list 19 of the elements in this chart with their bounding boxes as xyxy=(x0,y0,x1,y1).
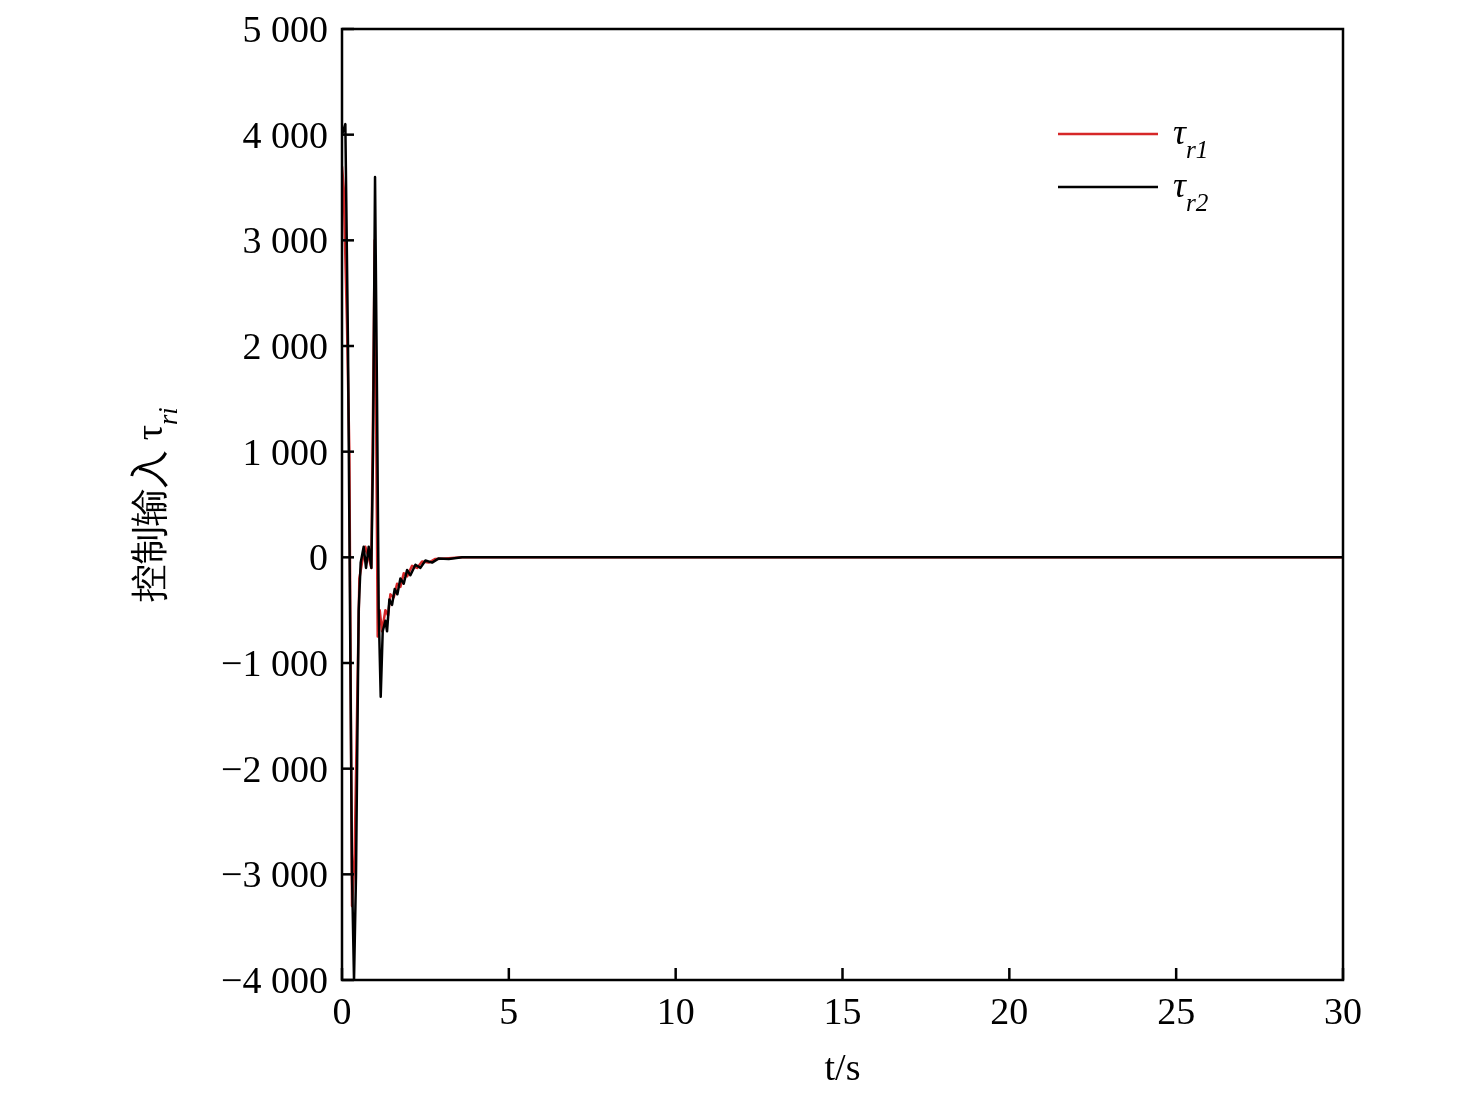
legend-label: τ$_{r2}$ xyxy=(1173,165,1209,216)
x-tick-label: 20 xyxy=(990,990,1029,1032)
legend-label: τ$_{r1}$ xyxy=(1173,112,1209,163)
x-tick-label: 5 xyxy=(499,990,519,1032)
y-tick-label: −1 000 xyxy=(221,642,328,684)
y-tick-label: 3 000 xyxy=(242,219,328,262)
y-tick-label: 2 000 xyxy=(242,325,328,367)
y-tick-label: 0 xyxy=(309,536,328,579)
x-tick-label: 30 xyxy=(1324,990,1362,1032)
y-tick-label: −3 000 xyxy=(221,853,328,896)
y-tick-label: −2 000 xyxy=(221,747,328,790)
y-tick-label: 1 000 xyxy=(242,430,328,473)
y-tick-label: 4 000 xyxy=(242,113,328,156)
y-tick-label: 5 000 xyxy=(242,8,328,50)
x-tick-label: 15 xyxy=(823,990,862,1032)
x-axis-title: t/s xyxy=(824,1046,861,1088)
y-tick-label: −4 000 xyxy=(221,959,328,1001)
x-tick-label: 25 xyxy=(1157,990,1196,1032)
x-tick-label: 10 xyxy=(656,990,695,1032)
